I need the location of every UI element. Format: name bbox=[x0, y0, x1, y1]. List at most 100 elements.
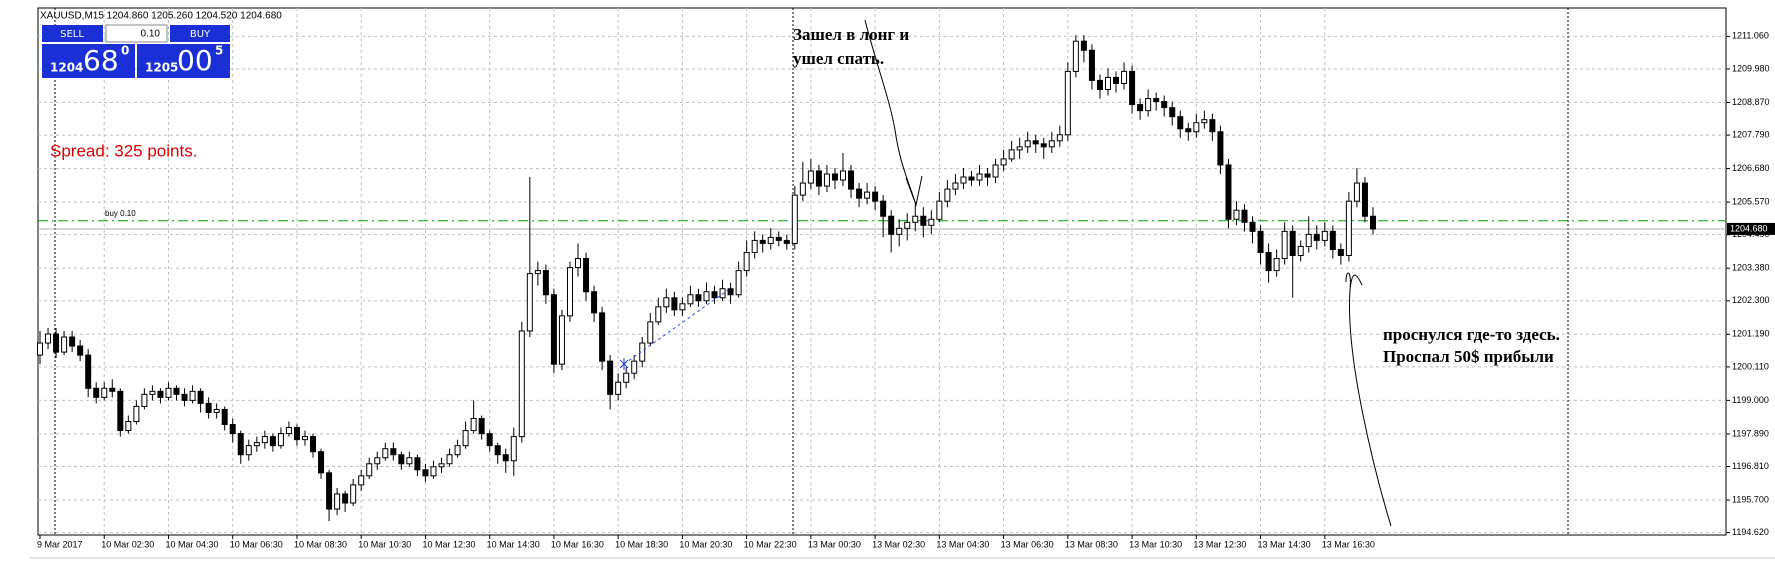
candle-body bbox=[1016, 146, 1023, 151]
bid-main[interactable]: 68 bbox=[83, 44, 119, 77]
candle-body bbox=[318, 451, 325, 474]
ask-box[interactable] bbox=[137, 44, 230, 78]
candle-body bbox=[125, 421, 132, 432]
candle-body bbox=[1161, 101, 1168, 109]
candle-body bbox=[952, 182, 959, 190]
sell-label[interactable]: SELL bbox=[60, 29, 84, 40]
candle-body bbox=[751, 239, 758, 253]
y-tick-label: 1197.890 bbox=[1732, 428, 1769, 438]
y-tick-label: 1205.570 bbox=[1732, 196, 1770, 206]
candle-body bbox=[277, 433, 284, 447]
candle-body bbox=[1353, 182, 1360, 202]
candle-body bbox=[1193, 122, 1200, 133]
candle-body bbox=[205, 402, 212, 413]
candle-body bbox=[109, 387, 116, 392]
candle-body bbox=[518, 330, 525, 438]
hand-arrow bbox=[864, 19, 923, 207]
candle-body bbox=[1209, 119, 1216, 133]
y-tick-label: 1195.700 bbox=[1732, 494, 1769, 504]
candle-body bbox=[1040, 143, 1047, 148]
candle-body bbox=[37, 342, 43, 356]
candle-body bbox=[1305, 233, 1312, 247]
bid-box[interactable] bbox=[42, 44, 135, 78]
x-tick-label: 9 Mar 2017 bbox=[37, 539, 83, 549]
candle-body bbox=[566, 267, 573, 317]
candle-body bbox=[1265, 251, 1272, 272]
x-tick-label: 10 Mar 22:30 bbox=[744, 539, 797, 549]
candle-body bbox=[165, 387, 172, 398]
candle-body bbox=[61, 336, 68, 353]
candle-body bbox=[229, 424, 236, 435]
ask-sup[interactable]: 5 bbox=[215, 44, 223, 58]
candle-body bbox=[687, 294, 694, 305]
candle-body bbox=[1008, 149, 1015, 160]
candle-body bbox=[454, 445, 461, 456]
y-tick-label: 1203.380 bbox=[1732, 263, 1770, 273]
y-tick-label: 1206.680 bbox=[1732, 163, 1770, 173]
candle-body bbox=[133, 405, 140, 423]
candle-body bbox=[623, 372, 630, 383]
candle-body bbox=[1313, 233, 1320, 241]
buy-label[interactable]: BUY bbox=[190, 29, 211, 40]
candle-body bbox=[406, 457, 413, 465]
trade-panel: SELL 0.10 BUY 1204 68 0 1205 00 5 bbox=[42, 24, 230, 78]
candle-body bbox=[823, 173, 830, 187]
candle-body bbox=[992, 164, 999, 178]
lots-input[interactable] bbox=[105, 24, 168, 43]
candle-body bbox=[85, 354, 92, 389]
candle-body bbox=[864, 191, 871, 199]
candle-body bbox=[984, 173, 991, 178]
candle-body bbox=[1145, 98, 1152, 112]
candle-body bbox=[759, 239, 766, 244]
y-tick-label: 1209.980 bbox=[1732, 63, 1770, 73]
ask-main[interactable]: 00 bbox=[177, 44, 213, 77]
candle-body bbox=[872, 191, 879, 202]
ask-big[interactable]: 1205 bbox=[145, 61, 178, 75]
candle-body bbox=[1096, 79, 1103, 90]
candle-body bbox=[558, 315, 565, 365]
candle-body bbox=[1113, 76, 1120, 84]
candle-body bbox=[815, 170, 822, 187]
bid-big[interactable]: 1204 bbox=[50, 61, 83, 75]
candle-body bbox=[856, 188, 863, 199]
candle-body bbox=[334, 493, 341, 510]
annotation: Зашел в лонг и bbox=[793, 25, 909, 44]
candle-body bbox=[1217, 131, 1224, 166]
sell-button[interactable] bbox=[42, 25, 103, 42]
candle-body bbox=[342, 493, 349, 504]
candle-body bbox=[767, 236, 774, 244]
x-tick-label: 10 Mar 04:30 bbox=[165, 539, 218, 549]
candle-body bbox=[928, 218, 935, 226]
candles: buy 0.10 bbox=[37, 35, 1726, 522]
candle-body bbox=[1233, 209, 1240, 220]
y-tick-label: 1207.790 bbox=[1732, 129, 1770, 139]
candle-body bbox=[141, 393, 148, 407]
candle-body bbox=[944, 188, 951, 202]
candle-body bbox=[775, 236, 782, 241]
buy-button[interactable] bbox=[170, 25, 230, 42]
annotation: проснулся где-то здесь. bbox=[1383, 325, 1560, 344]
candle-body bbox=[711, 291, 718, 299]
candle-body bbox=[1321, 230, 1328, 241]
annotation: Проспал 50$ прибыли bbox=[1383, 347, 1554, 366]
candle-body bbox=[1225, 164, 1232, 220]
candle-body bbox=[920, 215, 927, 226]
candle-body bbox=[1056, 134, 1063, 142]
lots-value[interactable]: 0.10 bbox=[141, 29, 161, 40]
candle-body bbox=[173, 387, 180, 395]
candle-body bbox=[1121, 70, 1128, 84]
candle-body bbox=[69, 336, 76, 347]
candle-body bbox=[1104, 76, 1111, 90]
candle-body bbox=[45, 333, 52, 344]
candle-body bbox=[1088, 49, 1095, 81]
x-tick-label: 13 Mar 00:30 bbox=[808, 539, 861, 549]
candle-body bbox=[647, 321, 654, 344]
candle-body bbox=[462, 430, 469, 447]
candle-body bbox=[1129, 70, 1136, 106]
candle-body bbox=[1369, 215, 1376, 230]
candle-body bbox=[77, 345, 84, 356]
candle-body bbox=[1153, 98, 1160, 103]
candle-body bbox=[1080, 40, 1087, 51]
bid-sup[interactable]: 0 bbox=[121, 44, 129, 58]
candle-body bbox=[1273, 258, 1280, 272]
